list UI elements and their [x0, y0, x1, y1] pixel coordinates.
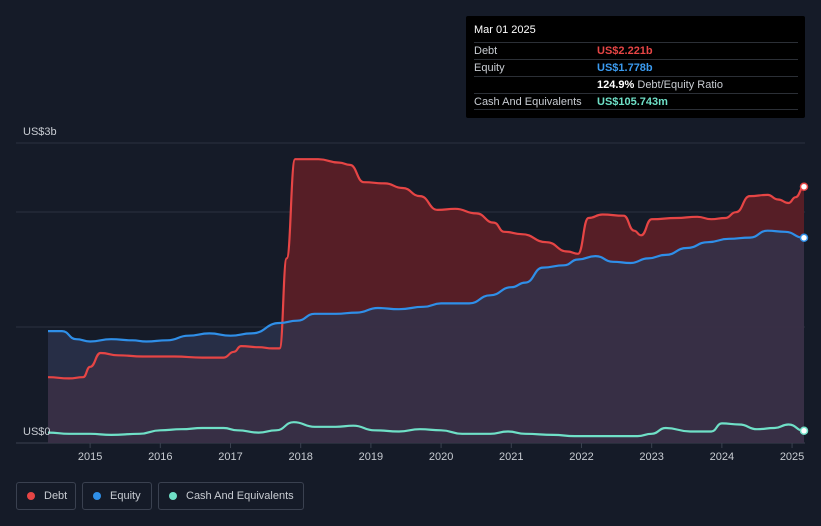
chart-tooltip: Mar 01 2025 Debt US$2.221b Equity US$1.7…	[466, 16, 805, 118]
tooltip-row-equity: Equity US$1.778b	[474, 59, 798, 76]
x-tick-label: 2015	[78, 451, 102, 463]
tooltip-row-ratio: 124.9% Debt/Equity Ratio	[474, 76, 798, 93]
x-tick-label: 2023	[639, 451, 663, 463]
x-tick-label: 2018	[288, 451, 312, 463]
chart-axes: US$3b US$0 2015 2016 2017 2018 2019 2020 2021 2…	[23, 126, 804, 463]
chart-endpoints	[799, 182, 809, 436]
cash-line	[47, 421, 805, 438]
tooltip-value: US$2.221b	[597, 45, 653, 57]
x-tick-label: 2016	[148, 451, 172, 463]
legend-label: Equity	[110, 490, 141, 502]
y-axis-label-top: US$3b	[23, 126, 57, 138]
tooltip-date: Mar 01 2025	[474, 24, 536, 36]
chart-lines	[47, 158, 805, 438]
x-tick-label: 2025	[780, 451, 804, 463]
equity-dot-icon	[93, 492, 101, 500]
legend-item-debt[interactable]: Debt	[16, 482, 76, 510]
debt-endpoint	[799, 182, 809, 191]
tooltip-value: US$1.778b	[597, 62, 653, 74]
tooltip-label: Cash And Equivalents	[474, 96, 582, 108]
tooltip-label: Debt	[474, 45, 498, 57]
cash-dot-icon	[169, 492, 177, 500]
tooltip-value: US$105.743m	[597, 96, 668, 108]
tooltip-row-debt: Debt US$2.221b	[474, 42, 798, 59]
tooltip-row-cash: Cash And Equivalents US$105.743m	[474, 93, 798, 110]
cash-endpoint	[799, 426, 809, 436]
debt-dot-icon	[27, 492, 35, 500]
debt-line	[47, 158, 805, 380]
tooltip-label: Equity	[474, 62, 505, 74]
x-tick-label: 2021	[499, 451, 523, 463]
x-tick-label: 2019	[359, 451, 383, 463]
x-tick-label: 2024	[710, 451, 734, 463]
x-tick-label: 2020	[429, 451, 453, 463]
tooltip-value: 124.9% Debt/Equity Ratio	[597, 79, 723, 91]
legend-item-equity[interactable]: Equity	[82, 482, 152, 510]
y-axis-label-bottom: US$0	[23, 426, 51, 438]
legend-item-cash[interactable]: Cash And Equivalents	[158, 482, 304, 510]
equity-line	[47, 229, 805, 343]
x-tick-label: 2022	[569, 451, 593, 463]
x-tick-label: 2017	[218, 451, 242, 463]
equity-area	[48, 230, 804, 443]
legend-label: Cash And Equivalents	[186, 490, 294, 502]
legend-label: Debt	[44, 490, 68, 502]
chart-areas	[48, 159, 804, 443]
equity-endpoint	[799, 233, 809, 243]
